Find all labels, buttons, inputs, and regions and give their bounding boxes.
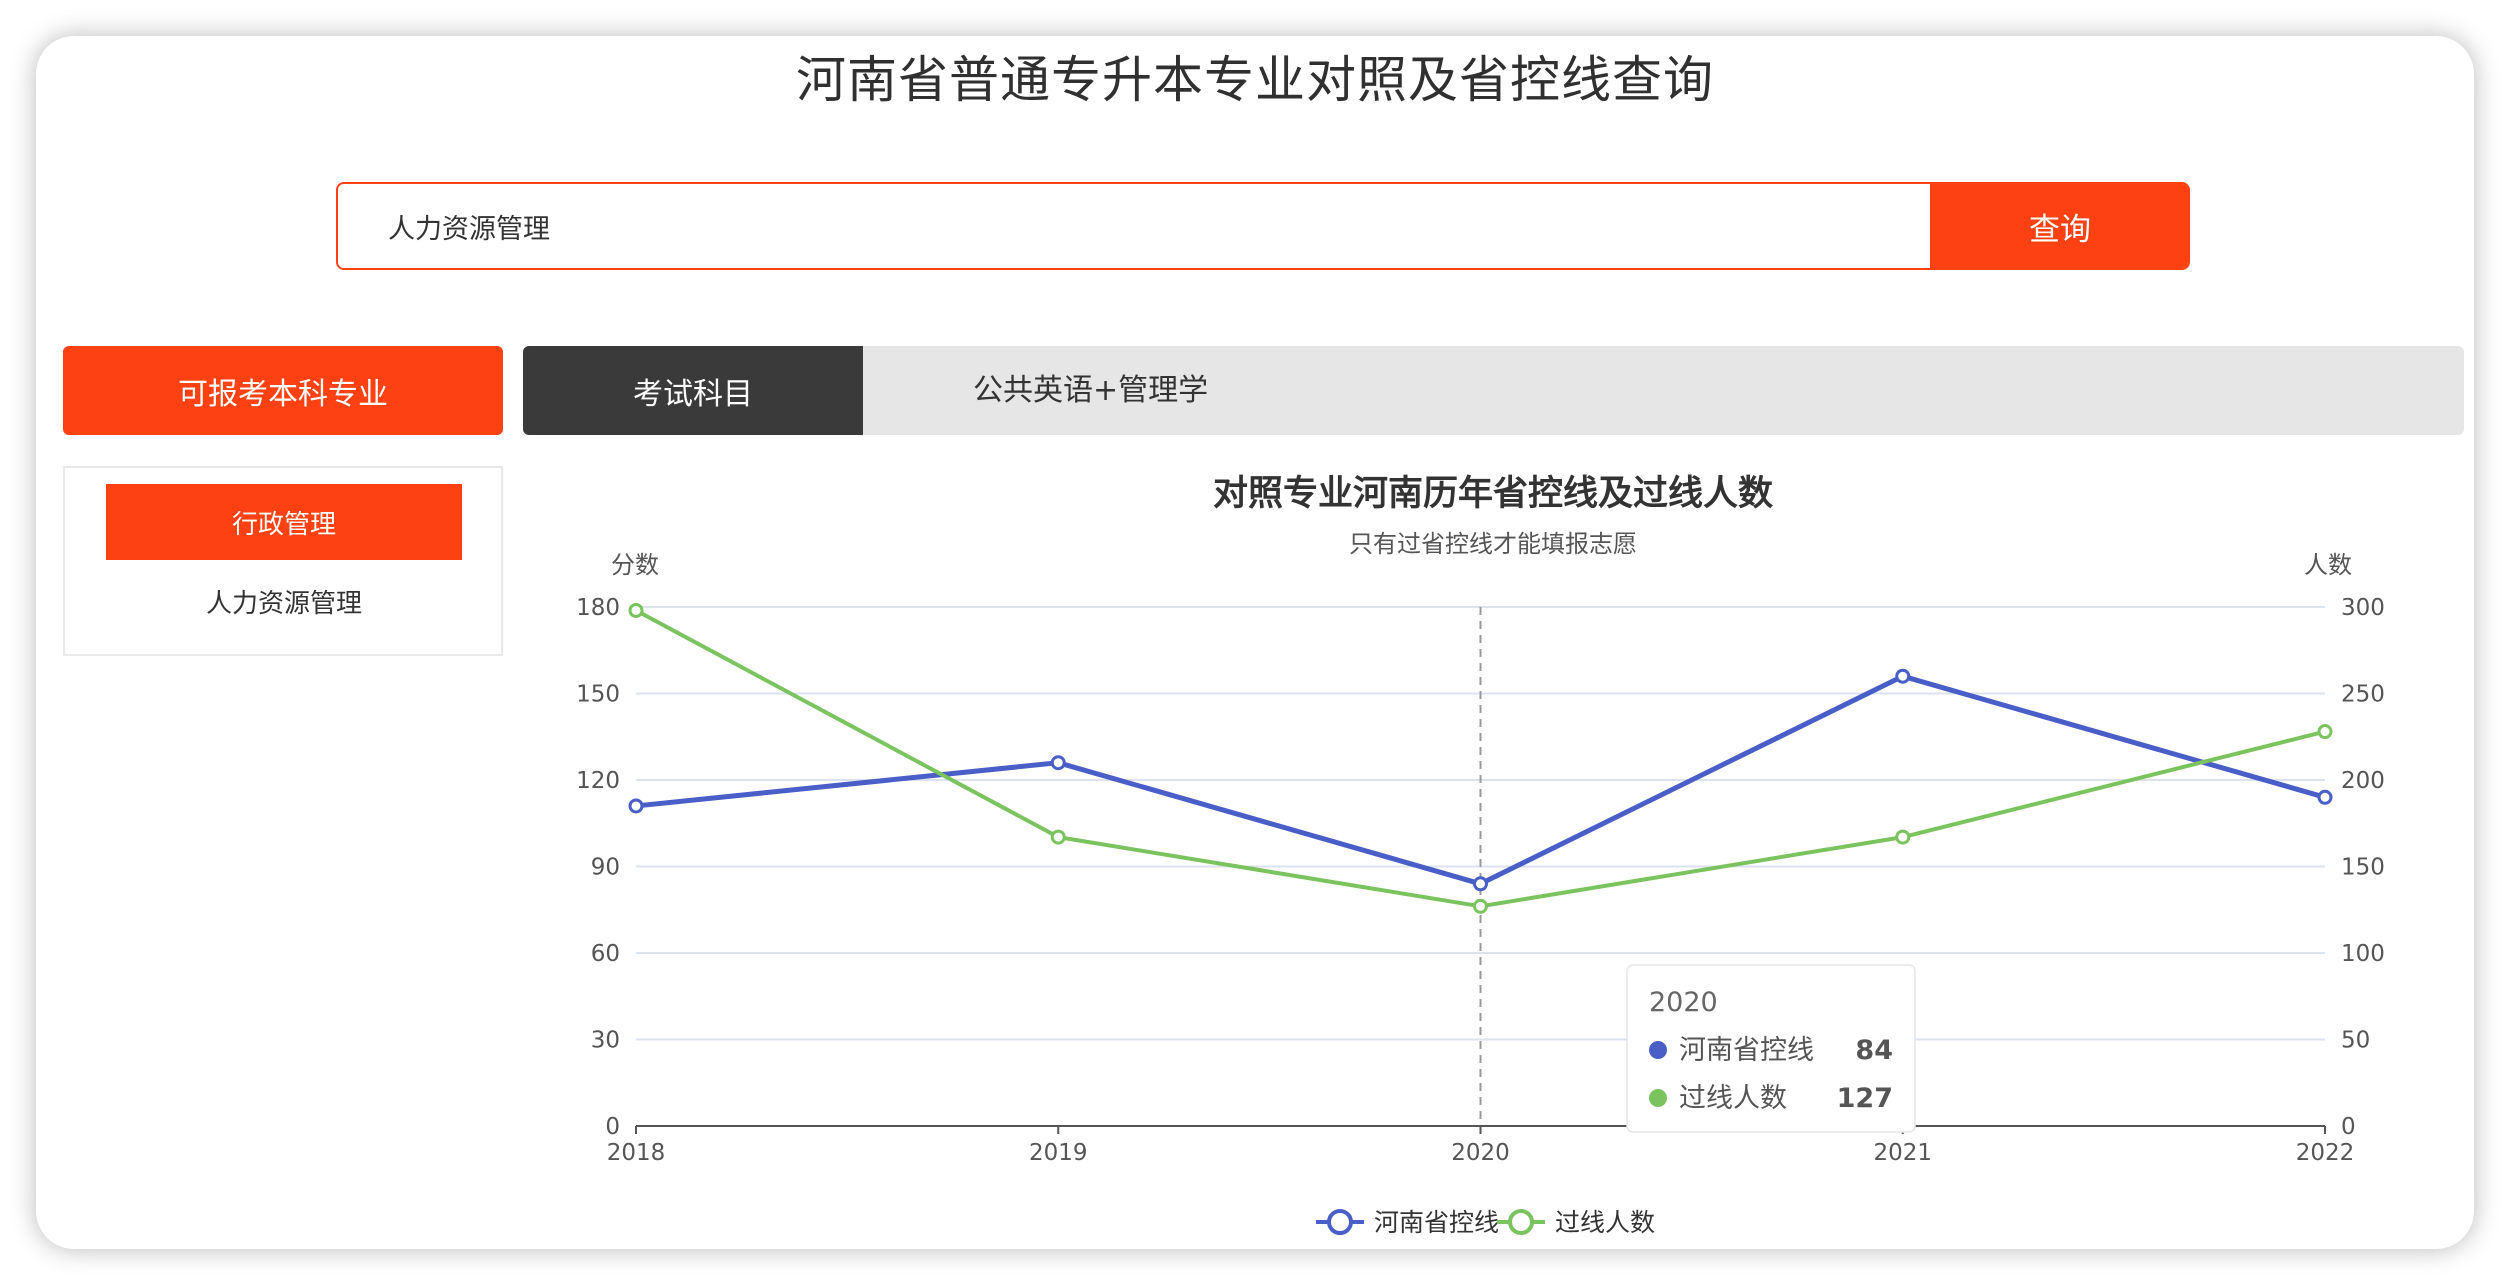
tooltip-marker	[1649, 1041, 1667, 1059]
y-right-tick-label: 150	[2341, 855, 2385, 881]
tooltip-series-name: 过线人数	[1679, 1083, 1787, 1114]
y-left-tick-label: 30	[591, 1028, 620, 1054]
y-left-axis-label: 分数	[611, 551, 659, 579]
x-tick-label: 2018	[607, 1140, 666, 1166]
exam-subject-bar: 考试科目 公共英语+管理学	[523, 346, 2464, 435]
y-left-tick-label: 120	[576, 768, 620, 794]
chart-title: 对照专业河南历年省控线及过线人数	[1213, 474, 1773, 514]
data-point	[1050, 755, 1066, 771]
y-left-tick-label: 0	[605, 1114, 620, 1140]
tooltip-series-value: 84	[1855, 1035, 1893, 1066]
data-point	[1473, 876, 1488, 892]
major-list: 行政管理 人力资源管理	[63, 466, 503, 656]
eligible-majors-tab[interactable]: 可报考本科专业	[63, 346, 503, 435]
x-tick-label: 2019	[1029, 1140, 1088, 1166]
x-tick-label: 2021	[1873, 1140, 1932, 1166]
search-input[interactable]	[338, 184, 1930, 268]
y-right-tick-label: 50	[2341, 1028, 2370, 1054]
y-right-tick-label: 250	[2341, 682, 2385, 708]
search-bar: 查询	[336, 182, 2190, 270]
tooltip-series-value: 127	[1837, 1083, 1893, 1114]
legend-marker	[1327, 1209, 1353, 1235]
exam-subject-value: 公共英语+管理学	[973, 373, 1209, 408]
y-left-tick-label: 150	[576, 682, 620, 708]
legend-marker	[1508, 1209, 1534, 1235]
chart-subtitle: 只有过省控线才能填报志愿	[1349, 530, 1637, 558]
search-button[interactable]: 查询	[1930, 184, 2188, 268]
data-point	[1473, 898, 1488, 914]
y-right-tick-label: 100	[2341, 941, 2385, 967]
y-right-tick-label: 0	[2341, 1114, 2356, 1140]
data-point	[628, 602, 644, 618]
x-tick-label: 2022	[2296, 1140, 2355, 1166]
data-point	[2317, 789, 2333, 805]
y-left-tick-label: 60	[591, 941, 620, 967]
y-right-tick-label: 300	[2341, 595, 2385, 621]
page-title: 河南省普通专升本专业对照及省控线查询	[796, 51, 1714, 109]
major-item[interactable]: 人力资源管理	[205, 588, 362, 619]
data-point	[628, 798, 644, 814]
data-point	[1895, 668, 1911, 684]
legend-label: 过线人数	[1555, 1208, 1655, 1237]
y-left-tick-label: 180	[576, 595, 620, 621]
chart-tooltip	[1626, 964, 1916, 1133]
major-item-active[interactable]: 行政管理	[106, 484, 462, 560]
data-point	[1895, 829, 1911, 845]
y-right-tick-label: 200	[2341, 768, 2385, 794]
legend-label: 河南省控线	[1374, 1208, 1499, 1237]
tooltip-title: 2020	[1649, 987, 1718, 1018]
y-left-tick-label: 90	[591, 855, 620, 881]
exam-subject-label: 考试科目	[523, 346, 863, 435]
data-point	[2317, 724, 2333, 740]
data-point	[1050, 829, 1066, 845]
tooltip-marker	[1649, 1089, 1667, 1107]
y-right-axis-label: 人数	[2304, 551, 2352, 579]
x-tick-label: 2020	[1451, 1140, 1510, 1166]
tooltip-series-name: 河南省控线	[1679, 1035, 1814, 1066]
